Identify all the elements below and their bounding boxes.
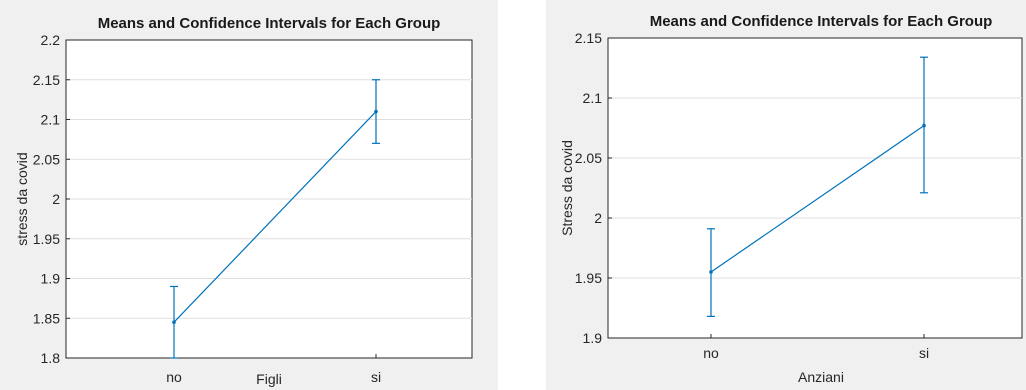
plot-area	[607, 37, 1023, 339]
y-tick-label: 2.05	[33, 151, 60, 167]
chart-title: Means and Confidence Intervals for Each …	[650, 13, 993, 30]
chart-anziani: 1.9 1.95 2 2.05 2.1 2.15 no si Means and Confi…	[559, 13, 1023, 385]
data-marks	[170, 79, 380, 359]
gridlines	[608, 97, 1022, 279]
y-tick-label: 2.15	[33, 72, 60, 88]
x-axis-ticks: no si	[703, 334, 929, 361]
y-tick-label: 2	[594, 210, 602, 226]
chart-figli: 1.8 1.85 1.9 1.95 2 2.05 2.1 2.15 2.2 no si Means…	[14, 15, 473, 387]
y-axis-label: stress da covid	[14, 152, 30, 245]
chart-panel-anziani: 1.9 1.95 2 2.05 2.1 2.15 no si Means and Confi…	[546, 0, 1026, 390]
gridlines	[66, 79, 472, 319]
y-tick-label: 2.1	[583, 90, 603, 106]
y-axis-ticks: 1.9 1.95 2 2.05 2.1 2.15	[575, 30, 612, 346]
mean-point	[709, 270, 713, 274]
mean-line	[173, 111, 377, 323]
mean-point	[172, 320, 176, 325]
x-axis-label: Anziani	[798, 369, 844, 385]
y-tick-label: 1.85	[33, 310, 60, 326]
y-tick-label: 1.95	[33, 231, 60, 247]
y-axis-label: Stress da covid	[559, 140, 575, 236]
y-tick-label: 2.2	[41, 32, 61, 48]
y-tick-label: 2.15	[575, 30, 602, 46]
mean-line	[710, 125, 925, 273]
mean-point	[922, 123, 926, 128]
y-tick-label: 2.1	[41, 112, 61, 128]
x-axis-label: Figli	[256, 371, 282, 387]
data-marks	[707, 56, 928, 317]
y-tick-label: 2	[52, 191, 60, 207]
y-tick-label: 2.05	[575, 150, 602, 166]
x-tick-label: si	[371, 369, 381, 385]
y-tick-label: 1.95	[575, 270, 602, 286]
y-tick-label: 1.8	[41, 350, 61, 366]
x-tick-label: no	[166, 369, 182, 385]
chart-panel-figli: 1.8 1.85 1.9 1.95 2 2.05 2.1 2.15 2.2 no si Means…	[0, 0, 498, 390]
y-tick-label: 1.9	[583, 330, 603, 346]
chart-title: Means and Confidence Intervals for Each …	[98, 15, 441, 32]
mean-point	[374, 109, 378, 114]
x-tick-label: no	[703, 345, 719, 361]
y-tick-label: 1.9	[41, 271, 61, 287]
y-axis-ticks: 1.8 1.85 1.9 1.95 2 2.05 2.1 2.15 2.2	[33, 32, 70, 366]
x-tick-label: si	[919, 345, 929, 361]
